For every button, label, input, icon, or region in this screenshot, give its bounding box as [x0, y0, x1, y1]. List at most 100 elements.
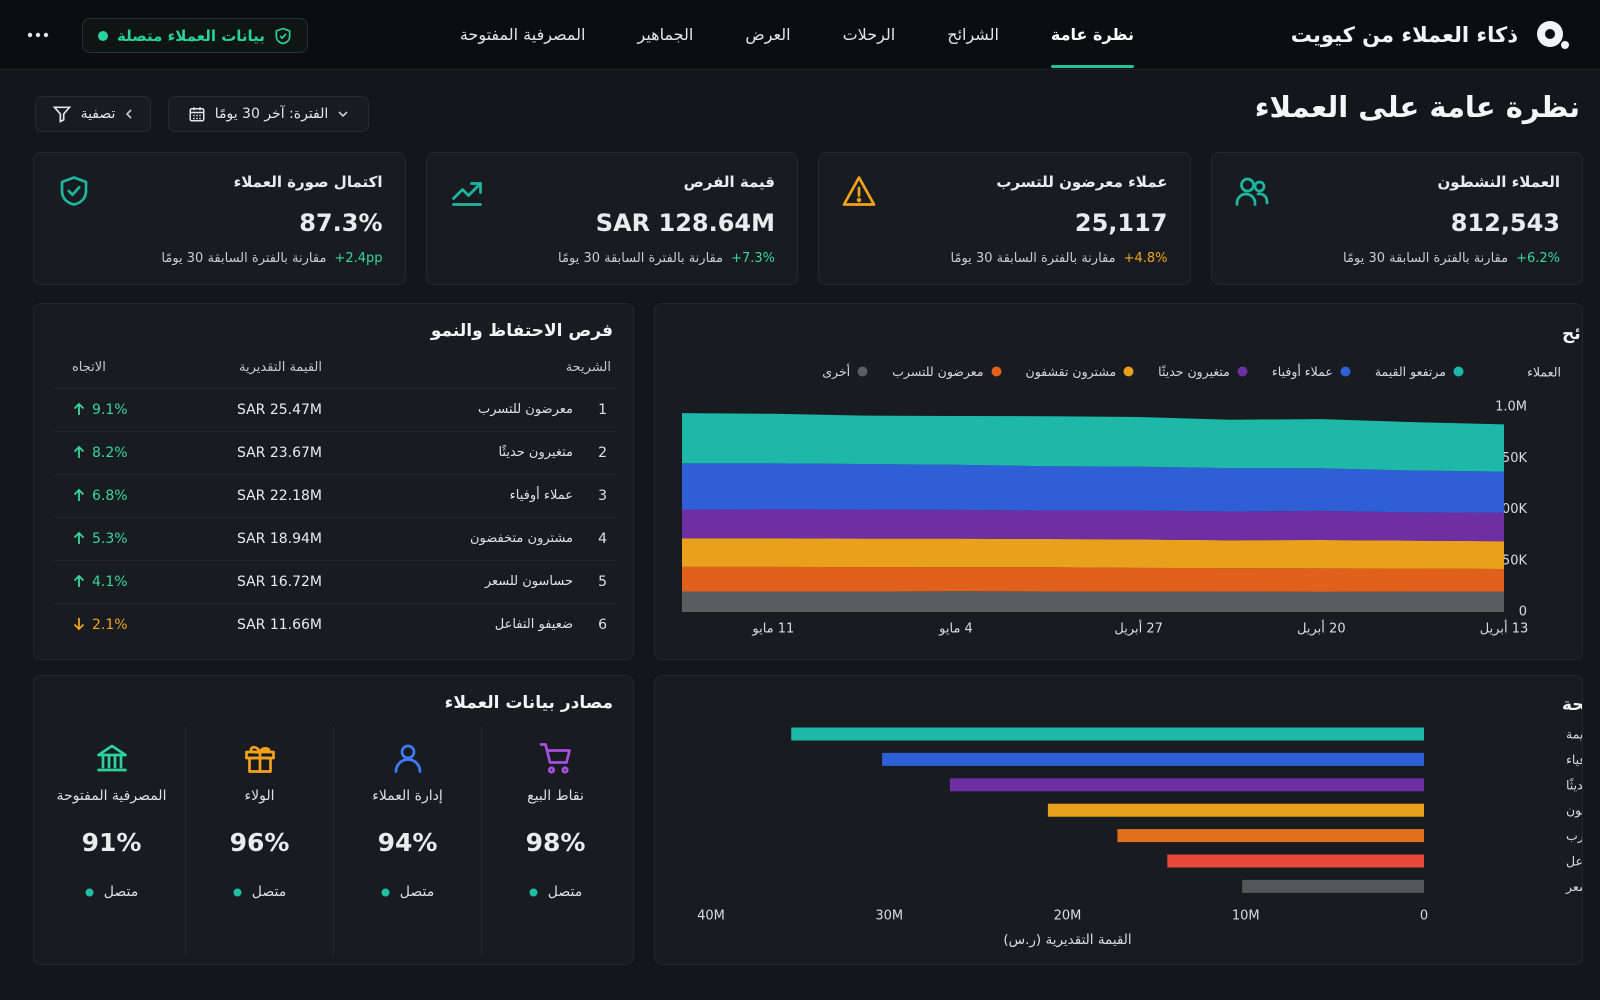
period-text: الفترة: آخر 30 يومًا [214, 106, 329, 122]
source-name: إدارة العملاء [372, 788, 443, 804]
source-value: 94% [377, 828, 438, 857]
swatch-dot [991, 366, 1002, 377]
kpi-icon-part [1235, 192, 1256, 206]
x-tick-label: 40M [697, 909, 725, 924]
source-icon-part [547, 766, 555, 774]
rank: 2 [577, 430, 618, 474]
legend-label: مشترون تقشفون [1025, 364, 1117, 379]
kpi-icon-part [1256, 192, 1268, 205]
period-button[interactable]: الفترة: آخر 30 يومًا [168, 96, 369, 132]
source-icon [244, 745, 275, 773]
kpi-note: مقارنة بالفترة السابقة 30 يومًا [1343, 251, 1509, 266]
trend: 5.3% [52, 516, 172, 560]
estimated-value: SAR 23.67M [172, 430, 323, 474]
menu-dot [27, 32, 33, 38]
rank: 4 [577, 516, 618, 560]
header-row: الشريحة القيمة التقديرية الاتجاه [52, 348, 617, 388]
segment: متغيرون حديثًا [323, 430, 578, 474]
trend: 9.1% [52, 387, 172, 431]
chevron [338, 111, 348, 118]
status-dot [85, 888, 94, 896]
kpi-card: قيمة الفرص SAR 128.64M +7.3% مقارنة بالفترة… [425, 152, 798, 285]
nav-tab[interactable]: الرحلات [842, 25, 896, 44]
status-dot [233, 888, 242, 896]
chevron-path [338, 111, 348, 118]
calendar-body [189, 108, 205, 122]
trend-value: 5.3% [92, 530, 128, 547]
bar [1167, 854, 1424, 868]
nav-tab[interactable]: العرض [745, 25, 791, 44]
estimated-value: SAR 25.47M [172, 387, 323, 431]
kpi-change: +2.4pp [334, 251, 383, 266]
legend-item: متغيرون حديثًا [1158, 364, 1248, 379]
kpi-note: مقارنة بالفترة السابقة 30 يومًا [161, 251, 327, 266]
trend-arrow [73, 574, 85, 587]
segment: معرضون للتسرب [323, 387, 578, 431]
legend-swatch [1237, 366, 1248, 377]
trend-value: 9.1% [92, 401, 128, 418]
kpi-change: +4.8% [1123, 251, 1168, 266]
source-status: متصل [186, 884, 333, 900]
y-tick-label: 0 [1519, 605, 1527, 620]
filter-button[interactable]: تصفية [35, 96, 151, 132]
legend-item: عملاء أوفياء [1272, 364, 1351, 379]
status-pill[interactable]: بيانات العملاء متصلة [82, 18, 308, 53]
kpi-change-row: +7.3% مقارنة بالفترة السابقة 30 يومًا [558, 251, 775, 266]
area-layer [682, 413, 1504, 472]
nav-tab[interactable]: المصرفية المفتوحة [459, 25, 586, 44]
page-title: نظرة عامة على العملاء [1254, 90, 1580, 124]
kpi-label: العملاء النشطون [1437, 173, 1560, 191]
rank: 6 [577, 602, 618, 646]
kpi-change-row: +4.8% مقارنة بالفترة السابقة 30 يومًا [951, 251, 1168, 266]
x-tick-label: 30M [875, 909, 903, 924]
x-tick-label: 11 مايو [751, 622, 794, 637]
nav-tab[interactable]: الجماهير [637, 25, 694, 44]
source-icon-part [539, 743, 571, 764]
swatch-dot [857, 366, 868, 377]
funnel-path [52, 106, 71, 123]
calendar-icon [189, 107, 205, 122]
source-icon-part [96, 744, 127, 757]
nav-tab[interactable]: الشرائح [947, 25, 999, 44]
kpi-icon-part [1239, 177, 1255, 193]
kpi-icon-part [451, 182, 482, 200]
bar-chart: قيمة العملاء حسب الشريحة مرتفعو القيمة عمل… [697, 695, 1600, 948]
source-item: إدارة العملاء 94% متصل [333, 726, 481, 956]
status-shield [275, 27, 291, 44]
kpi-note: مقارنة بالفترة السابقة 30 يومًا [558, 251, 724, 266]
category-label: متغيرون حديثًا [1566, 777, 1582, 793]
more-menu[interactable] [26, 30, 50, 40]
status-text: متصل [547, 884, 583, 900]
kpi-icon-part [856, 197, 862, 203]
area-layer [682, 509, 1504, 542]
chart-title: حركة الشرائح [1562, 324, 1582, 344]
table-row: 6 ضعيفو التفاعل SAR 11.66M 2.1% [52, 602, 618, 646]
nav-tab[interactable]: نظرة عامة [1025, 0, 1160, 70]
category-label: حساسون للسعر [1565, 879, 1582, 895]
dot [529, 888, 538, 896]
filter-text: تصفية [80, 106, 116, 122]
dot [98, 30, 108, 41]
arrow-path [73, 402, 85, 415]
swatch-dot [1340, 366, 1351, 377]
kpi-icon [451, 182, 482, 206]
arrow-path [73, 531, 85, 544]
kpi-change: +6.2% [1516, 251, 1560, 266]
legend-swatch [1123, 366, 1134, 377]
y-axis-label: العملاء [1527, 365, 1561, 380]
estimated-value: SAR 11.66M [172, 602, 323, 646]
source-icon [394, 744, 421, 773]
y-tick-label: 1.0M [1495, 400, 1527, 415]
area-layer [682, 566, 1504, 592]
source-icon-part [96, 755, 127, 772]
status-dot [98, 30, 108, 41]
arrow-path [73, 445, 85, 458]
x-tick-label: 4 مايو [938, 622, 973, 637]
trend: 2.1% [52, 602, 172, 646]
card-title: فرص الاحتفاظ والنمو [430, 321, 613, 341]
kpi-label: عملاء معرضون للتسرب [996, 173, 1168, 191]
status-dot [529, 888, 538, 896]
source-value: 98% [525, 828, 586, 857]
segment: ضعيفو التفاعل [323, 602, 578, 646]
